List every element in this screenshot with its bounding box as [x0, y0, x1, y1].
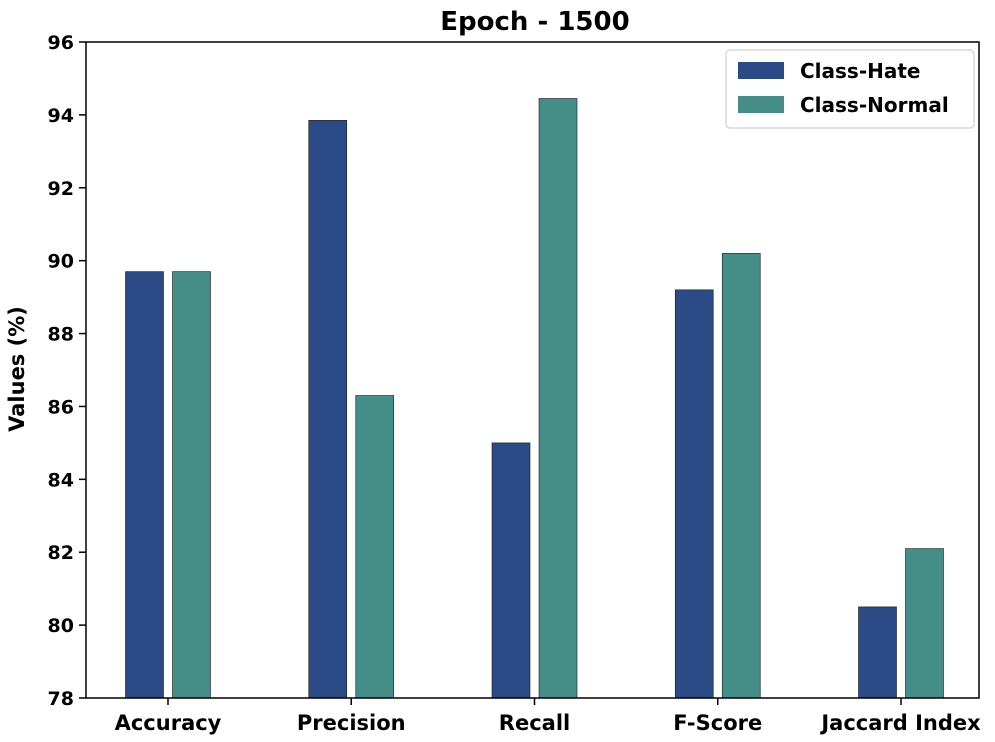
bars [125, 98, 944, 699]
bar-class-hate-recall [491, 442, 531, 699]
y-tick-label: 90 [48, 251, 74, 273]
legend-label-class-normal: Class-Normal [800, 93, 949, 117]
bar-class-normal-precision [355, 395, 395, 699]
bar-class-normal-f-score [721, 253, 761, 699]
x-tick-label: Recall [499, 711, 570, 735]
legend-swatch-class-normal [738, 96, 784, 113]
y-tick-label: 92 [48, 178, 74, 200]
y-tick-label: 78 [48, 688, 74, 710]
y-axis-ticks: 78 80 82 84 86 88 90 92 94 96 [48, 32, 86, 710]
x-tick-label: F-Score [673, 711, 762, 735]
bar-class-hate-precision [308, 120, 348, 699]
legend-swatch-class-hate [738, 62, 784, 79]
y-tick-label: 88 [48, 324, 74, 346]
bar-class-normal-recall [538, 98, 578, 699]
legend-label-class-hate: Class-Hate [800, 59, 921, 83]
y-tick-label: 82 [48, 542, 74, 564]
y-axis-label: Values (%) [5, 306, 29, 432]
plot-frame [85, 41, 980, 699]
x-tick-label: Jaccard Index [819, 711, 981, 735]
bar-class-normal-jaccard-index [905, 548, 944, 699]
x-tick-label: Precision [297, 711, 406, 735]
legend: Class-Hate Class-Normal [725, 49, 975, 129]
y-tick-label: 94 [48, 105, 74, 127]
y-tick-label: 84 [48, 469, 74, 491]
y-tick-label: 80 [48, 615, 74, 637]
bar-class-hate-accuracy [125, 271, 164, 699]
x-tick-label: Accuracy [115, 711, 222, 735]
y-tick-label: 86 [48, 396, 74, 418]
x-axis-ticks: Accuracy Precision Recall F-Score Jaccard In… [115, 698, 981, 735]
legend-box [725, 49, 975, 129]
y-tick-label: 96 [48, 32, 74, 54]
chart-title: Epoch - 1500 [440, 7, 629, 37]
bar-class-hate-jaccard-index [858, 606, 897, 699]
bar-class-normal-accuracy [172, 271, 211, 699]
bar-class-hate-f-score [674, 289, 714, 699]
